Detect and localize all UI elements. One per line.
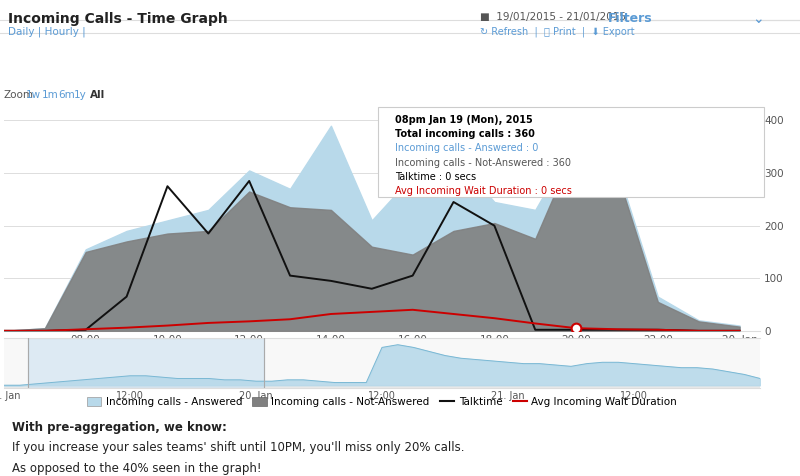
Text: If you increase your sales teams' shift until 10PM, you'll miss only 20% calls.: If you increase your sales teams' shift … bbox=[11, 442, 464, 455]
FancyBboxPatch shape bbox=[378, 107, 764, 198]
Text: As opposed to the 40% seen in the graph!: As opposed to the 40% seen in the graph! bbox=[11, 462, 261, 475]
Text: Total incoming calls : 360: Total incoming calls : 360 bbox=[395, 129, 534, 139]
Text: ■  19/01/2015 - 21/01/2015: ■ 19/01/2015 - 21/01/2015 bbox=[480, 12, 626, 22]
Text: Avg Incoming Wait Duration : 0 secs: Avg Incoming Wait Duration : 0 secs bbox=[395, 186, 572, 196]
Bar bbox=[4, 385, 760, 393]
Text: Incoming calls - Not-Answered : 360: Incoming calls - Not-Answered : 360 bbox=[395, 158, 571, 168]
Text: Zoom: Zoom bbox=[4, 90, 34, 100]
Legend: Incoming calls - Answered, Incoming calls - Not-Answered, Talktime, Avg Incoming: Incoming calls - Answered, Incoming call… bbox=[82, 393, 682, 411]
Text: 1w: 1w bbox=[26, 90, 41, 100]
Bar bbox=[28, 338, 264, 388]
Text: ↻ Refresh  |  ⎙ Print  |  ⬇ Export: ↻ Refresh | ⎙ Print | ⬇ Export bbox=[480, 26, 634, 37]
Text: Incoming calls - Answered : 0: Incoming calls - Answered : 0 bbox=[395, 143, 538, 153]
Text: 1m: 1m bbox=[42, 90, 58, 100]
Text: ⌄: ⌄ bbox=[752, 12, 764, 26]
Text: Daily | Hourly |: Daily | Hourly | bbox=[8, 26, 86, 37]
Text: All: All bbox=[90, 90, 106, 100]
Text: Filters: Filters bbox=[608, 12, 653, 25]
Text: 6m: 6m bbox=[58, 90, 74, 100]
Text: 08pm Jan 19 (Mon), 2015: 08pm Jan 19 (Mon), 2015 bbox=[395, 115, 533, 125]
Text: 1y: 1y bbox=[74, 90, 86, 100]
Text: With pre-aggregation, we know:: With pre-aggregation, we know: bbox=[11, 421, 226, 434]
Text: Incoming Calls - Time Graph: Incoming Calls - Time Graph bbox=[8, 12, 228, 26]
Text: Talktime : 0 secs: Talktime : 0 secs bbox=[395, 172, 476, 182]
